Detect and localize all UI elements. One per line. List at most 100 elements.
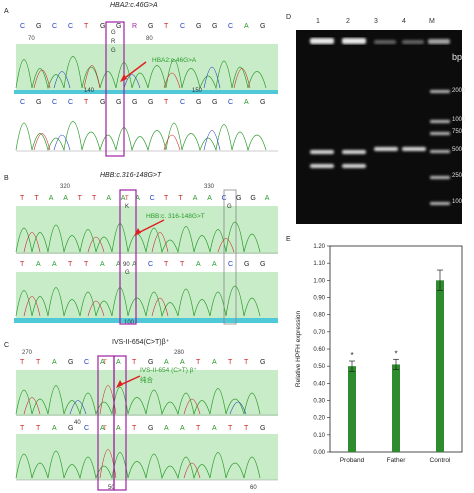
well-m (428, 39, 450, 44)
base-call: T (84, 99, 89, 106)
base-call: G (148, 425, 153, 432)
panel-c-box-label-2: T (103, 426, 107, 432)
base-call: A (164, 359, 169, 366)
panel-a-title: HBA2:c.46G>A (110, 2, 158, 9)
panel-c-pos-270: 270 (22, 350, 33, 356)
base-call: T (228, 359, 233, 366)
base-call: C (84, 359, 89, 366)
panel-c-pos-40: 40 (74, 420, 81, 426)
base-call: C (228, 23, 233, 30)
y-tick-label: 1.00 (313, 278, 325, 284)
base-call: T (164, 23, 169, 30)
band-lane4 (402, 147, 426, 151)
base-call: T (36, 359, 41, 366)
ladder-label-100: 100 (452, 199, 463, 205)
panel-e-bar-chart: 0.00 0.10 0.20 0.30 0.40 0.50 0.60 0.70 0.80 0.90… (295, 244, 463, 464)
base-call: G (260, 359, 265, 366)
base-call: A (100, 425, 105, 432)
ladder-label-750: 750 (452, 129, 463, 135)
base-call: G (244, 261, 249, 268)
y-tick-label: 1.20 (313, 244, 325, 250)
lane-label-2: 2 (346, 18, 350, 25)
y-tick-label: 0.80 (313, 313, 325, 319)
well-3 (374, 40, 396, 44)
base-call: G (148, 23, 153, 30)
panel-a-pos-150: 150 (192, 88, 203, 94)
panel-b-pos-330: 330 (204, 184, 215, 190)
base-call: A (212, 261, 217, 268)
base-call: G (68, 425, 73, 432)
panel-b-box-label-1: T (125, 196, 129, 202)
base-call: A (207, 195, 212, 202)
base-call: C (228, 99, 233, 106)
band-lane3 (374, 147, 398, 151)
base-call: T (164, 99, 169, 106)
y-tick-label: 0.30 (313, 399, 325, 405)
base-call: A (244, 23, 249, 30)
base-call: C (52, 23, 57, 30)
panel-c-annotation-2: 纯合 (140, 375, 154, 384)
base-call: C (180, 99, 185, 106)
base-call: A (164, 425, 169, 432)
panel-b-pos-320: 320 (60, 184, 71, 190)
panel-c-trace-2 (15, 450, 261, 480)
lane-label-4: 4 (402, 18, 406, 25)
base-call: A (52, 359, 57, 366)
ladder-label-1000: 1000 (452, 117, 466, 123)
base-call: T (84, 23, 89, 30)
panel-b-variant-box (119, 189, 137, 325)
base-call: A (244, 99, 249, 106)
base-call: T (132, 359, 137, 366)
panel-a-trace-1 (15, 56, 267, 90)
x-tick-label: Father (387, 457, 407, 464)
base-call: T (68, 261, 73, 268)
base-call: A (49, 195, 54, 202)
panel-a-letter: A (4, 8, 9, 15)
base-call: C (20, 99, 25, 106)
ladder-band-2000 (430, 90, 450, 93)
base-call: T (132, 425, 137, 432)
base-call: A (132, 261, 137, 268)
y-tick-label: 0.40 (313, 381, 325, 387)
base-call: G (116, 99, 121, 106)
panel-b-box-label-2: K (125, 204, 129, 210)
lane-label-1: 1 (316, 18, 320, 25)
base-call: T (164, 195, 169, 202)
base-call: G (260, 99, 265, 106)
bar-proband (348, 366, 356, 452)
x-tick-label: Proband (340, 457, 365, 464)
panel-c-pos-50: 50 (108, 485, 115, 491)
ladder-label-250: 250 (452, 173, 463, 179)
base-call: T (244, 359, 249, 366)
base-call: T (20, 195, 25, 202)
panel-b-annotation: HBB:c. 316-148G>T (146, 213, 205, 220)
panel-a-trace-1-bg (16, 44, 278, 90)
panel-c-box-label-1: T (103, 360, 107, 366)
base-call: A (212, 359, 217, 366)
base-call: G (100, 99, 105, 106)
base-call: R (132, 23, 137, 30)
lane-label-3: 3 (374, 18, 378, 25)
base-call: A (36, 261, 41, 268)
panel-b-pos-90: 90 (123, 262, 130, 268)
base-call: C (84, 425, 89, 432)
panel-b-box-label-3: G (125, 270, 130, 276)
base-call: G (236, 195, 241, 202)
panel-b-pos-100: 100 (124, 320, 135, 326)
gel-bp-label: bp (452, 52, 463, 62)
base-call: C (148, 261, 153, 268)
base-call: A (193, 195, 198, 202)
panel-b-side-label: G (227, 204, 232, 210)
lane-label-m: M (429, 18, 435, 25)
band-lane2-b (342, 164, 366, 168)
significance-star: * (394, 349, 397, 358)
panel-a-het-code-1: G (111, 30, 116, 36)
base-call: G (36, 99, 41, 106)
base-call: A (121, 195, 126, 202)
panel-a-pos-80: 80 (146, 36, 153, 42)
